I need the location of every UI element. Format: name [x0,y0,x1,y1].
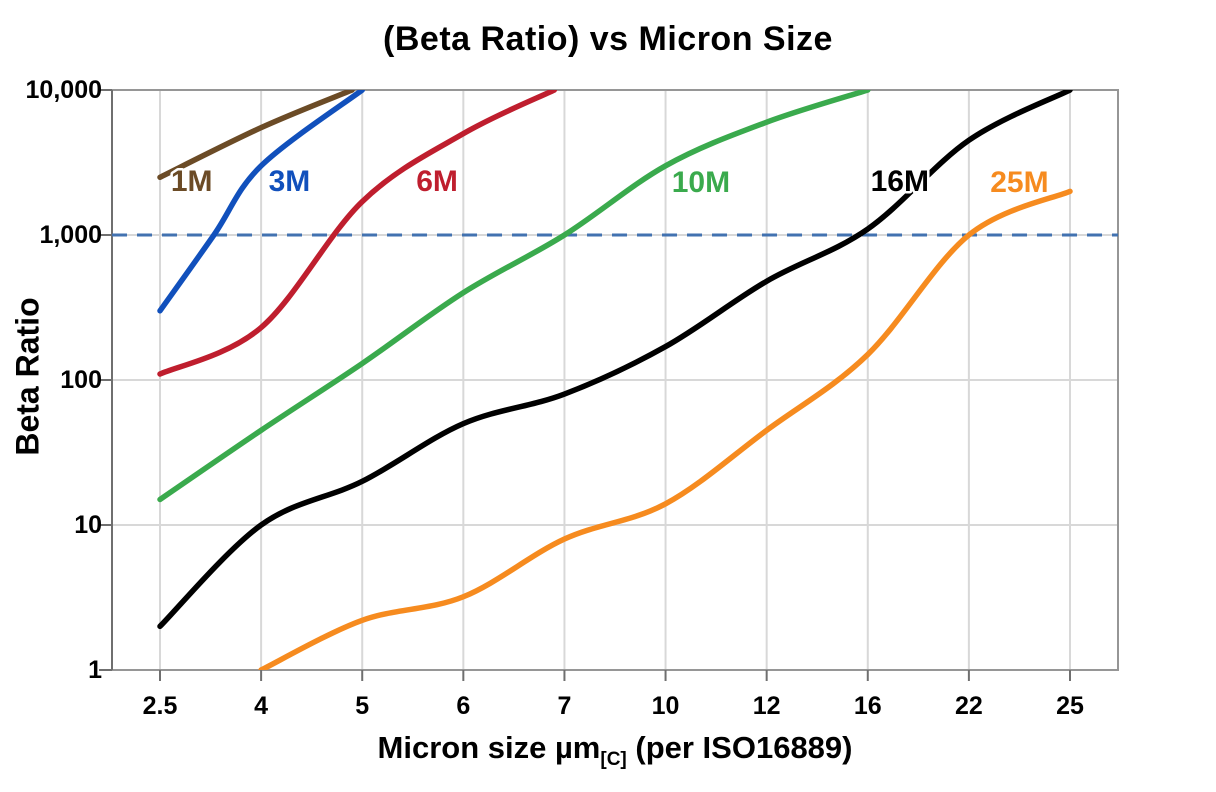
y-tick-label: 1,000 [39,221,102,249]
series-25M-curve [258,188,1073,670]
series-3M-curve [157,90,365,314]
x-tick-label: 22 [954,692,983,720]
series-3M-label: 3M [269,165,311,198]
series-6M-label: 6M [416,165,458,198]
x-tick-label: 2.5 [142,692,178,720]
y-tick-label: 100 [60,366,102,394]
series-10M-label: 10M [672,166,730,199]
chart-title: (Beta Ratio) vs Micron Size [383,20,833,58]
x-axis-title-suffix: (per ISO16889) [626,730,853,765]
x-axis-title: Micron size µm[C] (per ISO16889) [0,730,1216,771]
x-axis-title-subscript: [C] [600,749,627,771]
x-tick-label: 5 [355,692,370,720]
series-1M-curve [157,90,355,181]
series-10M-curve [157,90,871,503]
x-tick-label: 16 [853,692,882,720]
y-tick-label: 1 [88,656,102,684]
x-tick-label: 4 [254,692,269,720]
x-tick-label: 25 [1056,692,1084,720]
x-tick-label: 10 [651,692,680,720]
series-16M-label: 16M [871,165,929,198]
x-tick-label: 12 [752,692,781,720]
series-16M-curve [157,90,1073,630]
series-1M-label: 1M [171,165,213,198]
y-tick-label: 10,000 [25,76,102,104]
x-tick-label: 7 [557,692,572,720]
x-tick-label: 6 [456,692,471,720]
series-25M-label: 25M [990,166,1048,199]
x-axis-title-text: Micron size µm [377,730,601,765]
y-tick-label: 10 [74,511,102,539]
series-6M-curve [157,90,558,377]
